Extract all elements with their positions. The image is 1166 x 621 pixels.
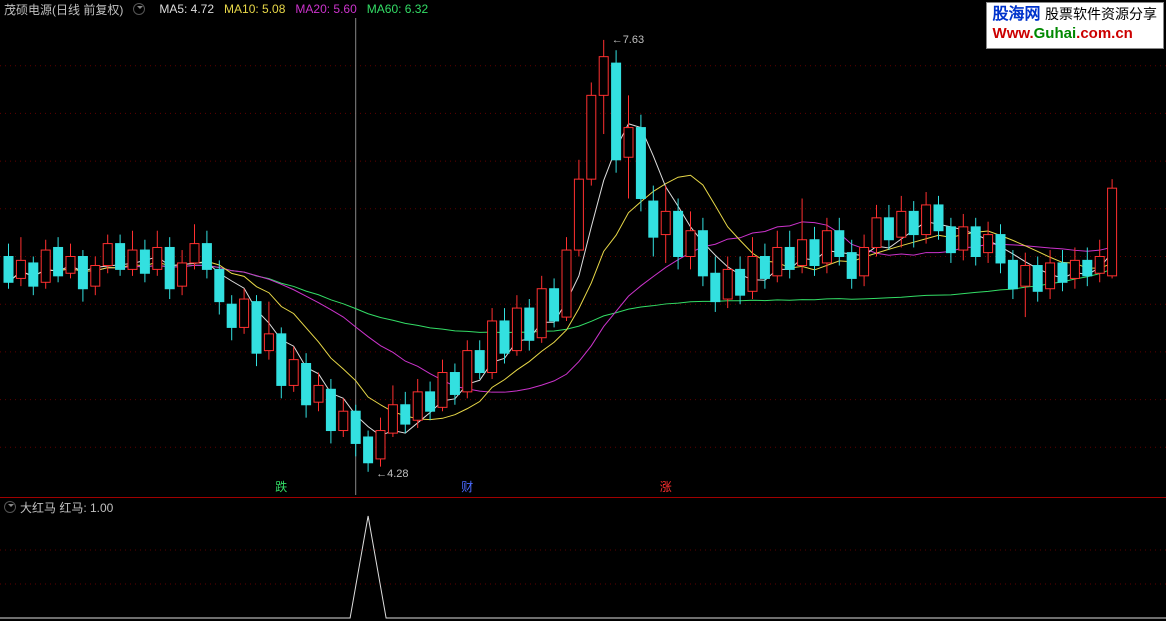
event-marker: 财 (461, 478, 473, 495)
ma-legend-item: MA5: 4.72 (159, 2, 214, 16)
watermark-url-mid: Guhai (1034, 25, 1077, 42)
ma-legend-item: MA60: 6.32 (367, 2, 428, 16)
watermark-badge: 股海网 股票软件资源分享 Www.Guhai.com.cn (986, 2, 1164, 49)
sub-indicator-header: 大红马 红马: 1.00 (0, 498, 113, 516)
dropdown-icon[interactable] (4, 501, 16, 513)
watermark-url-prefix: Www. (993, 25, 1034, 42)
ma-legend-item: MA10: 5.08 (224, 2, 285, 16)
dropdown-icon[interactable] (133, 3, 145, 15)
event-marker: 跌 (275, 478, 287, 495)
high-price-label: ←7.63 (612, 34, 644, 46)
ma-legend: MA5: 4.72 MA10: 5.08 MA20: 5.60 MA60: 6.32 (159, 2, 428, 16)
watermark-url-suffix: .com.cn (1076, 25, 1133, 42)
sub-indicator-chart[interactable] (0, 498, 1166, 621)
event-marker: 涨 (660, 478, 672, 495)
watermark-brand: 股海网 (993, 6, 1041, 23)
watermark-tagline: 股票软件资源分享 (1045, 6, 1157, 22)
chart-header: 茂硕电源(日线 前复权) MA5: 4.72 MA10: 5.08 MA20: 5.… (0, 0, 428, 18)
event-markers: 跌财涨 (0, 478, 1166, 496)
main-candlestick-chart[interactable]: ←7.63 ←4.28 跌财涨 (0, 0, 1166, 498)
stock-title: 茂硕电源(日线 前复权) (4, 1, 123, 18)
ma-legend-item: MA20: 5.60 (295, 2, 356, 16)
sub-indicator-label: 大红马 红马: 1.00 (20, 499, 113, 516)
